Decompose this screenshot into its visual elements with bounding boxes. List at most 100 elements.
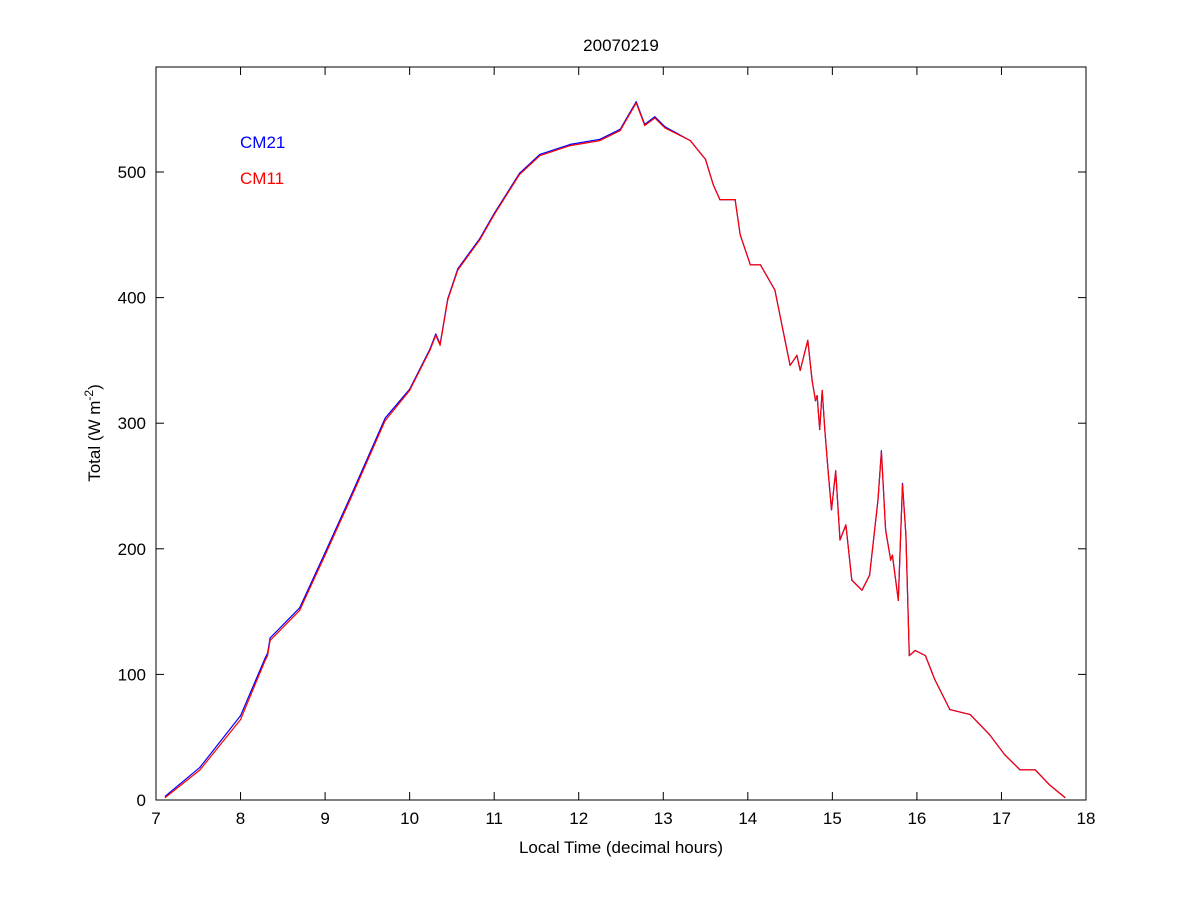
data-point-cm11 <box>239 719 242 721</box>
data-point-cm21 <box>599 138 601 140</box>
data-point-cm11 <box>830 509 833 511</box>
data-point-cm11 <box>811 379 813 382</box>
data-point-cm11 <box>1019 769 1021 771</box>
data-point-cm11 <box>924 654 926 657</box>
data-point-cm11 <box>493 214 495 216</box>
data-point-cm11 <box>619 129 621 132</box>
data-point-cm11 <box>447 299 449 301</box>
y-axis-label: Total (W m-2) <box>82 384 104 482</box>
data-point-cm11 <box>839 539 841 541</box>
data-point-cm11 <box>796 354 798 356</box>
data-point-cm11 <box>324 554 326 556</box>
y-tick-label: 500 <box>118 163 146 182</box>
legend-entry-cm21: CM21 <box>240 133 285 152</box>
data-point-cm11 <box>969 713 971 716</box>
data-point-cm11 <box>689 140 691 142</box>
data-point-cm11 <box>759 264 762 266</box>
data-point-cm11 <box>199 769 201 771</box>
data-point-cm11 <box>435 334 437 336</box>
data-point-cm11 <box>539 155 541 157</box>
series-layer <box>164 101 1066 799</box>
data-point-cm11 <box>1049 784 1051 786</box>
data-point-cm11 <box>816 394 818 397</box>
data-point-cm11 <box>599 140 601 142</box>
data-point-cm11 <box>299 609 301 611</box>
data-point-cm11 <box>712 183 714 186</box>
data-point-cm11 <box>908 654 910 657</box>
data-point-cm11 <box>654 117 656 119</box>
data-point-cm21 <box>384 417 386 419</box>
data-point-cm21 <box>635 101 637 103</box>
data-point-cm11 <box>821 389 823 392</box>
data-point-cm11 <box>989 734 991 736</box>
data-point-cm11 <box>267 654 269 657</box>
data-point-cm11 <box>819 428 821 431</box>
data-point-cm11 <box>799 369 801 372</box>
data-point-cm11 <box>905 534 907 536</box>
data-point-cm21 <box>539 153 541 156</box>
data-point-cm11 <box>949 708 951 711</box>
legend-entry-cm11: CM11 <box>240 169 284 188</box>
data-point-cm11 <box>739 234 741 236</box>
data-point-cm21 <box>569 143 571 145</box>
data-point-cm11 <box>861 589 863 591</box>
axes-box <box>155 66 1087 801</box>
data-point-cm11 <box>897 599 899 601</box>
x-tick-label: 14 <box>738 809 757 828</box>
data-point-cm11 <box>1004 754 1006 756</box>
data-point-cm11 <box>439 344 441 346</box>
data-point-cm21 <box>654 116 656 118</box>
data-point-cm11 <box>384 420 386 422</box>
y-tick-label: 100 <box>118 665 146 684</box>
data-point-cm11 <box>877 499 879 501</box>
data-point-cm21 <box>880 450 883 452</box>
data-point-cm11 <box>890 559 892 561</box>
data-point-cm21 <box>199 766 201 768</box>
data-point-cm11 <box>784 339 786 341</box>
data-point-cm11 <box>824 428 826 431</box>
x-tick-label: 9 <box>320 809 329 828</box>
data-point-cm11 <box>269 639 271 642</box>
x-tick-label: 12 <box>569 809 588 828</box>
data-point-cm11 <box>664 127 666 129</box>
data-point-cm21 <box>269 637 271 639</box>
data-point-cm11 <box>914 649 916 652</box>
y-tick-label: 0 <box>137 791 146 810</box>
y-tick-label: 200 <box>118 540 146 559</box>
data-point-cm11 <box>409 389 411 392</box>
data-point-cm11 <box>880 451 883 453</box>
x-tick-label: 8 <box>236 809 245 828</box>
data-point-cm11 <box>734 199 736 201</box>
data-point-cm11 <box>774 289 776 291</box>
data-point-cm11 <box>644 124 646 127</box>
data-point-cm11 <box>354 489 356 491</box>
x-tick-label: 10 <box>400 809 419 828</box>
data-point-cm11 <box>868 574 871 576</box>
data-point-cm11 <box>885 529 887 531</box>
data-point-cm11 <box>851 579 853 581</box>
data-point-cm11 <box>835 470 837 472</box>
data-point-cm11 <box>807 339 809 341</box>
data-point-cm11 <box>789 364 791 367</box>
data-point-cm11 <box>569 145 571 147</box>
x-tick-label: 7 <box>151 809 160 828</box>
data-point-cm11 <box>1064 796 1066 799</box>
data-point-cm21 <box>435 333 437 335</box>
x-axis: 7 8 9 10 11 12 13 14 15 16 17 18 <box>151 67 1095 828</box>
data-point-cm11 <box>814 399 817 402</box>
y-axis-label-main: Total (W m <box>85 401 104 482</box>
data-point-cm11 <box>457 269 459 271</box>
y-axis-label-superscript: -2 <box>82 390 96 401</box>
x-tick-label: 16 <box>907 809 926 828</box>
data-point-cm21 <box>299 607 301 609</box>
y-tick-label: 400 <box>118 289 146 308</box>
data-point-cm11 <box>429 349 431 351</box>
x-tick-label: 18 <box>1077 809 1096 828</box>
y-axis-label-close: ) <box>85 384 104 390</box>
data-point-cm21 <box>264 657 266 659</box>
data-point-cm11 <box>749 264 751 266</box>
data-point-cm11 <box>164 796 166 799</box>
data-point-cm21 <box>901 482 904 485</box>
